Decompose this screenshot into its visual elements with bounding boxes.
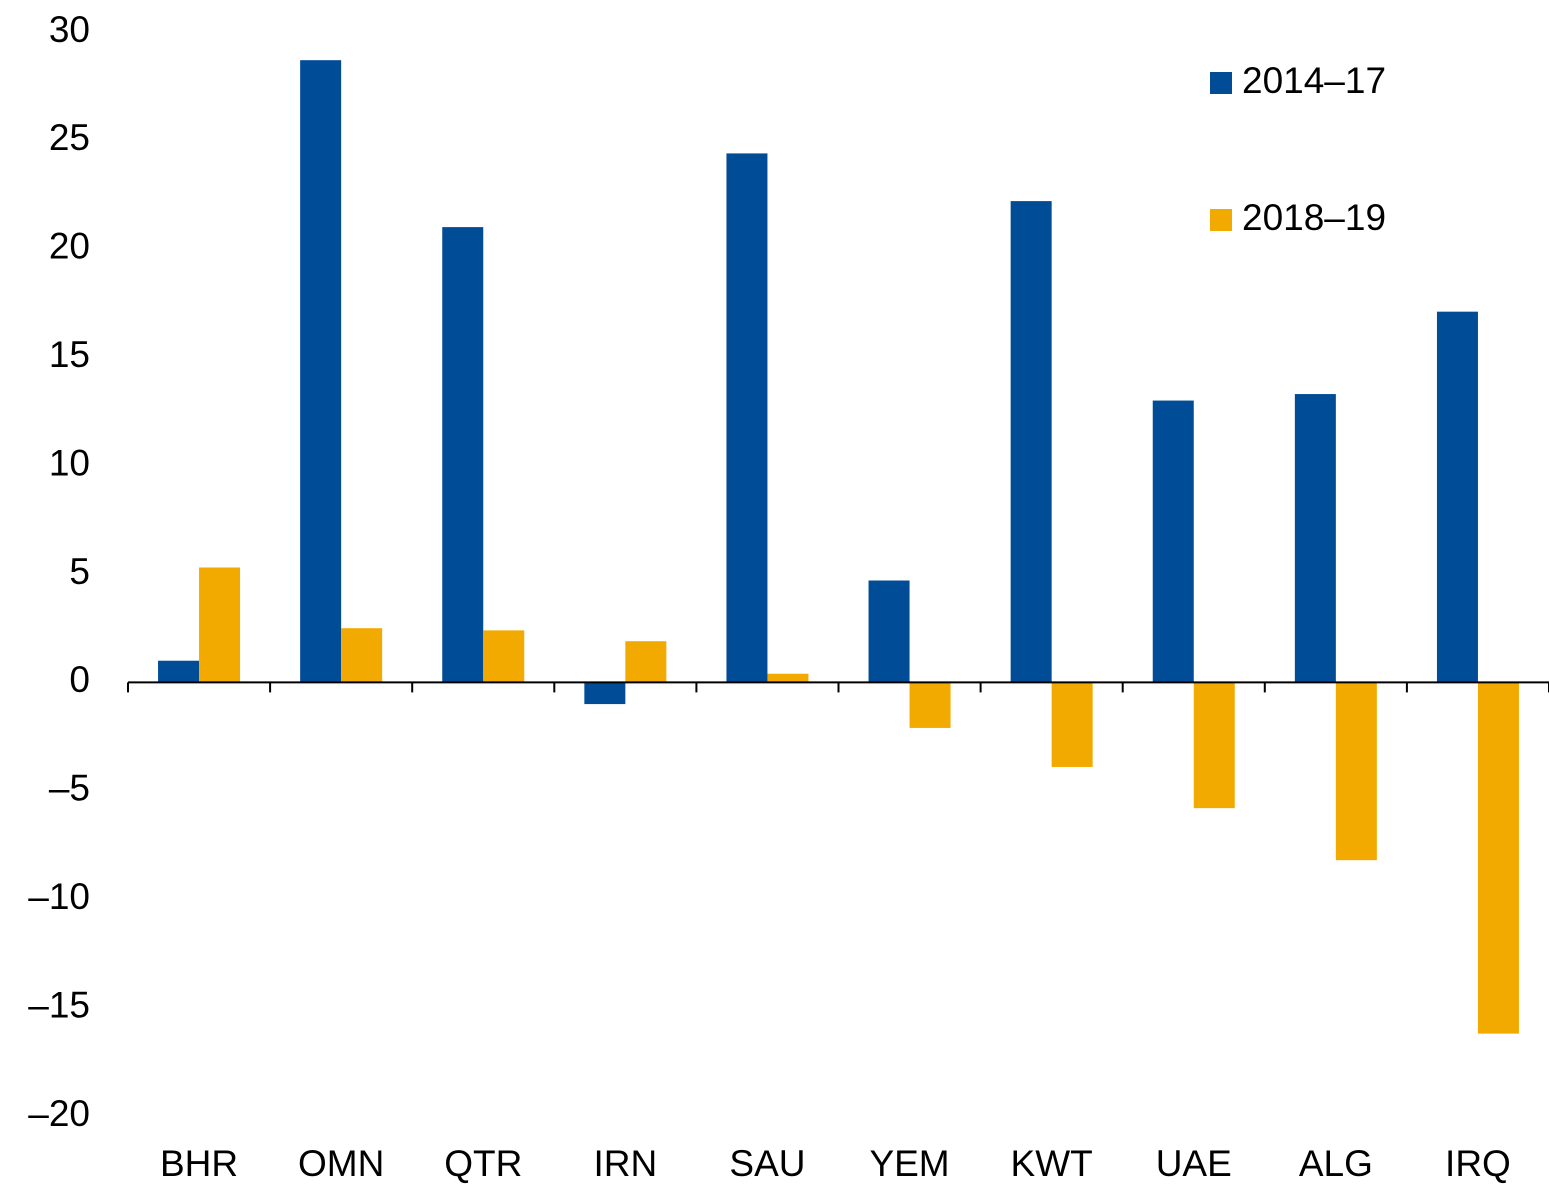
bar — [300, 60, 342, 683]
x-tick-label: IRQ — [1445, 1143, 1511, 1184]
y-tick-label: –15 — [28, 984, 90, 1025]
y-tick-label: 20 — [49, 226, 90, 267]
y-tick-label: 15 — [49, 334, 90, 375]
y-tick-label: 10 — [49, 442, 90, 483]
bar — [625, 641, 667, 683]
bar — [1193, 682, 1235, 809]
legend-label: 2018–19 — [1242, 197, 1386, 238]
x-tick-label: YEM — [869, 1143, 949, 1184]
y-tick-label: 0 — [69, 659, 90, 700]
x-tick-label: KWT — [1011, 1143, 1093, 1184]
x-tick-label: ALG — [1299, 1143, 1373, 1184]
bar — [1477, 682, 1519, 1034]
x-tick-label: QTR — [444, 1143, 522, 1184]
bar — [158, 660, 200, 683]
legend-swatch — [1210, 72, 1232, 94]
y-tick-label: –10 — [28, 876, 90, 917]
x-tick-label: OMN — [298, 1143, 384, 1184]
bar — [483, 630, 525, 683]
y-tick-label: –20 — [28, 1093, 90, 1134]
x-tick-label: BHR — [160, 1143, 238, 1184]
y-tick-label: 5 — [69, 551, 90, 592]
bar — [1051, 682, 1093, 767]
bar — [199, 567, 241, 683]
bar — [868, 580, 910, 683]
bar — [341, 628, 383, 683]
bar — [1436, 311, 1478, 683]
y-tick-label: –5 — [49, 768, 90, 809]
bar — [767, 673, 809, 683]
bar — [1294, 394, 1336, 683]
bar — [442, 227, 484, 683]
bar — [909, 682, 951, 728]
bar — [584, 682, 626, 705]
bar — [1335, 682, 1377, 861]
bar — [1010, 201, 1052, 683]
bar — [1152, 400, 1194, 683]
y-tick-label: 30 — [49, 9, 90, 50]
x-tick-label: IRN — [593, 1143, 657, 1184]
legend-swatch — [1210, 209, 1232, 231]
y-tick-label: 25 — [49, 117, 90, 158]
bar — [726, 153, 768, 683]
legend-label: 2014–17 — [1242, 60, 1386, 101]
x-tick-label: SAU — [729, 1143, 805, 1184]
x-tick-label: UAE — [1156, 1143, 1232, 1184]
